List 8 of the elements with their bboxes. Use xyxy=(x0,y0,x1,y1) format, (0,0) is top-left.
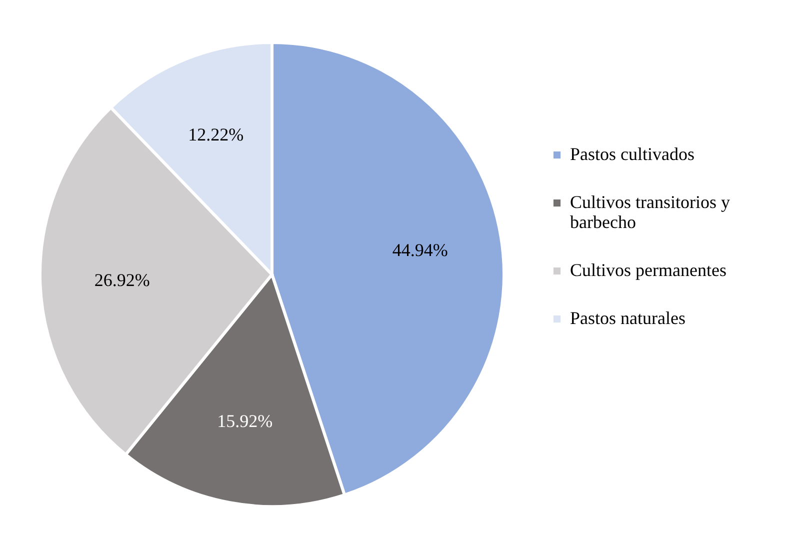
data-label: 26.92% xyxy=(94,270,150,290)
legend-label: Cultivos permanentes xyxy=(570,260,726,280)
legend-label: Pastos cultivados xyxy=(570,144,694,164)
legend-label: Cultivos transitorios y barbecho xyxy=(570,192,730,232)
legend-label: Pastos naturales xyxy=(570,308,686,328)
data-label: 44.94% xyxy=(392,240,448,260)
data-label: 15.92% xyxy=(217,411,273,432)
data-label: 12.22% xyxy=(188,124,244,144)
